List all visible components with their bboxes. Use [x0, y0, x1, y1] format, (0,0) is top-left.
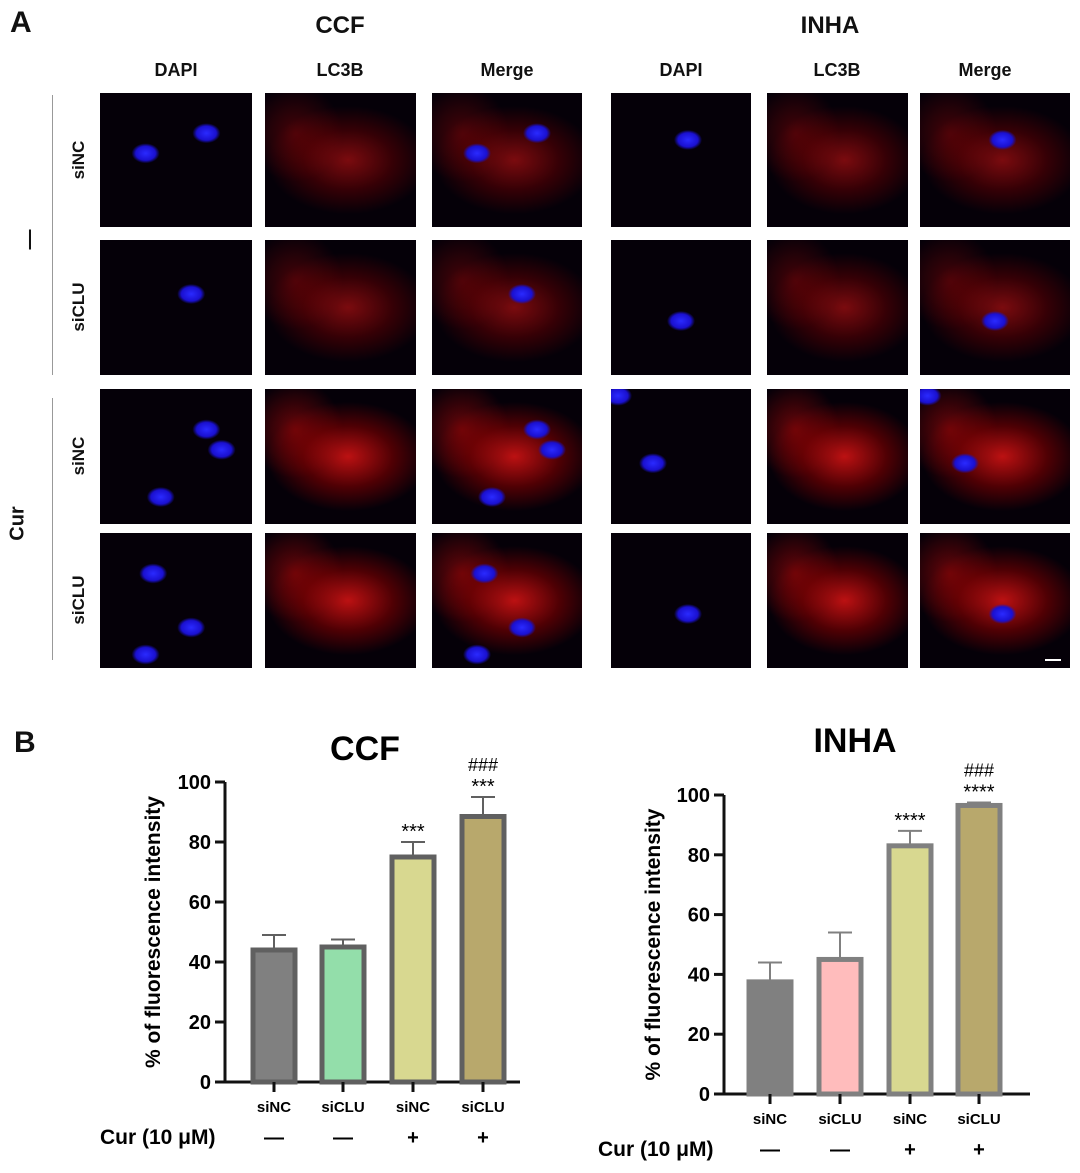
bar-ccf-1	[250, 947, 298, 1085]
y-axis-label-inha: % of fluorescence intensity	[642, 808, 665, 1080]
micrograph-ccf-merge-row3	[432, 389, 582, 524]
x-tick-label-ccf: siCLU	[461, 1099, 504, 1116]
scale-bar	[1045, 659, 1061, 661]
x-tick-label-inha: siCLU	[818, 1111, 861, 1128]
y-tick-label-ccf: 40	[189, 952, 211, 974]
y-tick-label-inha: 20	[688, 1024, 710, 1046]
micrograph-inha-merge-row2	[920, 240, 1070, 375]
y-tick-label-ccf: 60	[189, 892, 211, 914]
significance-label-inha: ****	[894, 810, 925, 832]
group-title-inha: INHA	[800, 12, 860, 39]
significance-hash-label-ccf: ###	[468, 755, 498, 775]
bar-inha-3	[886, 843, 934, 1097]
col-label-ccf-dapi: DAPI	[154, 60, 198, 80]
panel-a-letter: A	[10, 6, 32, 39]
y-tick-label-inha: 60	[688, 905, 710, 927]
significance-label-ccf: ***	[471, 776, 495, 798]
y-tick-label-inha: 40	[688, 964, 710, 986]
group-title-ccf: CCF	[315, 12, 365, 39]
micrograph-ccf-merge-row2	[432, 240, 582, 375]
x-tick-label-inha: siNC	[893, 1111, 927, 1128]
bracket-line-cur	[52, 398, 53, 660]
micrograph-inha-lc3b-row4	[767, 533, 908, 668]
treatment-mark-ccf: —	[333, 1127, 353, 1149]
micrograph-ccf-lc3b-row3	[265, 389, 416, 524]
micrograph-ccf-dapi-row4	[100, 533, 252, 668]
micrograph-inha-lc3b-row3	[767, 389, 908, 524]
y-tick-label-inha: 80	[688, 845, 710, 867]
col-label-ccf-lc3b: LC3B	[316, 60, 364, 80]
bracket-line-control	[52, 95, 53, 375]
y-axis-label-ccf: % of fluorescence intensity	[142, 796, 165, 1068]
micrograph-inha-dapi-row3	[611, 389, 751, 524]
y-tick-label-inha: 0	[699, 1084, 710, 1106]
significance-label-inha: ****	[963, 781, 994, 803]
bar-inha-1	[746, 979, 794, 1097]
x-tick-label-ccf: siNC	[257, 1099, 291, 1116]
micrograph-inha-dapi-row1	[611, 93, 751, 227]
bar-ccf-4	[459, 814, 507, 1085]
bar-inha-4	[955, 802, 1003, 1097]
micrograph-ccf-lc3b-row1	[265, 93, 416, 227]
micrograph-ccf-lc3b-row4	[265, 533, 416, 668]
significance-label-ccf: ***	[401, 821, 425, 843]
col-label-ccf-merge: Merge	[480, 60, 534, 80]
micrograph-inha-lc3b-row1	[767, 93, 908, 227]
panel-b-letter: B	[14, 726, 36, 759]
y-tick-label-ccf: 0	[200, 1072, 211, 1094]
treatment-mark-ccf: +	[477, 1127, 489, 1149]
micrograph-inha-merge-row1	[920, 93, 1070, 227]
col-label-inha-dapi: DAPI	[659, 60, 703, 80]
treatment-mark-ccf: —	[264, 1127, 284, 1149]
micrograph-ccf-merge-row4	[432, 533, 582, 668]
bar-ccf-3	[389, 854, 437, 1085]
x-tick-label-ccf: siCLU	[321, 1099, 364, 1116]
chart-title-ccf: CCF	[330, 730, 400, 768]
x-tick-label-inha: siNC	[753, 1111, 787, 1128]
treatment-mark-inha: +	[904, 1139, 916, 1161]
x-tick-label-ccf: siNC	[396, 1099, 430, 1116]
bar-ccf-2	[319, 944, 367, 1085]
micrograph-inha-dapi-row2	[611, 240, 751, 375]
treatment-label-ccf: Cur (10 μM)	[100, 1126, 216, 1149]
micrograph-ccf-lc3b-row2	[265, 240, 416, 375]
x-tick-label-inha: siCLU	[957, 1111, 1000, 1128]
treatment-label-inha: Cur (10 μM)	[598, 1138, 714, 1161]
y-tick-label-ccf: 80	[189, 832, 211, 854]
y-tick-label-ccf: 20	[189, 1012, 211, 1034]
chart-title-inha: INHA	[813, 722, 896, 760]
micrograph-ccf-dapi-row1	[100, 93, 252, 227]
col-label-inha-lc3b: LC3B	[813, 60, 861, 80]
micrograph-ccf-dapi-row3	[100, 389, 252, 524]
significance-hash-label-inha: ###	[964, 760, 994, 780]
y-tick-label-ccf: 100	[178, 772, 211, 794]
bar-inha-2	[816, 956, 864, 1097]
y-tick-label-inha: 100	[677, 785, 710, 807]
micrograph-ccf-dapi-row2	[100, 240, 252, 375]
col-label-inha-merge: Merge	[958, 60, 1012, 80]
treatment-mark-inha: —	[760, 1139, 780, 1161]
micrograph-inha-dapi-row4	[611, 533, 751, 668]
micrograph-inha-merge-row3	[920, 389, 1070, 524]
treatment-mark-inha: —	[830, 1139, 850, 1161]
micrograph-inha-lc3b-row2	[767, 240, 908, 375]
micrograph-ccf-merge-row1	[432, 93, 582, 227]
treatment-mark-inha: +	[973, 1139, 985, 1161]
treatment-mark-ccf: +	[407, 1127, 419, 1149]
micrograph-inha-merge-row4	[920, 533, 1070, 668]
